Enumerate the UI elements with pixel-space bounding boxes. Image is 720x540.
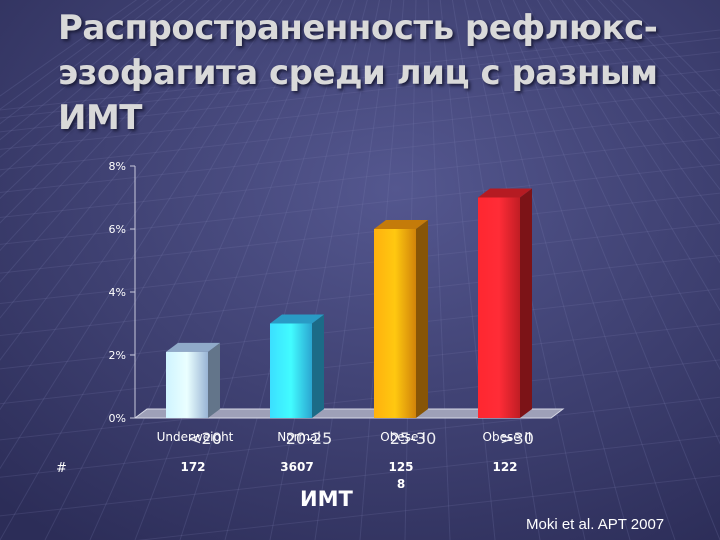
- bmi-range-label: 25-30: [390, 429, 437, 448]
- y-tick-label: 0%: [109, 412, 126, 425]
- grid-line: [0, 0, 271, 361]
- count-label: 122: [492, 460, 517, 474]
- bmi-range-label: 20-25: [286, 429, 333, 448]
- bar-top: [374, 220, 428, 229]
- slide-title: Распространенность рефлюкс-эзофагита сре…: [58, 8, 658, 138]
- bar-top: [166, 342, 220, 352]
- grid-line: [0, 0, 198, 178]
- grid-line: [0, 163, 720, 245]
- grid-line: [573, 0, 720, 191]
- grid-line: [0, 37, 720, 119]
- bmi-range-label: >30: [500, 429, 534, 448]
- y-tick-label: 2%: [109, 349, 126, 362]
- x-tick-label: Obese I: [380, 430, 425, 444]
- y-tick-label: 8%: [109, 160, 126, 173]
- grid-line: [0, 89, 720, 171]
- bar: [166, 351, 208, 418]
- bar: [478, 197, 520, 418]
- grid-line: [136, 475, 720, 540]
- grid-line: [488, 0, 676, 540]
- grid-line: [549, 0, 720, 264]
- bar-side: [416, 220, 428, 418]
- hash-mark: #: [56, 461, 67, 476]
- bar-side: [208, 342, 220, 418]
- x-tick-label: Obese II: [483, 430, 532, 444]
- grid-line: [536, 0, 720, 312]
- grid-line: [476, 0, 631, 540]
- grid-line: [0, 0, 259, 319]
- bar-side: [520, 188, 532, 418]
- grid-line: [44, 0, 320, 540]
- grid-line: [0, 112, 720, 194]
- grid-line: [0, 323, 720, 405]
- grid-line: [0, 137, 720, 218]
- y-tick-label: 6%: [109, 223, 126, 236]
- count-label: 172: [180, 460, 205, 474]
- grid-line: [500, 0, 720, 540]
- grid-line: [512, 0, 720, 445]
- grid-line: [0, 0, 247, 283]
- grid-line: [0, 68, 720, 150]
- grid-line: [0, 288, 720, 370]
- y-tick-label: 4%: [109, 286, 126, 299]
- bmi-range-label: <20: [188, 429, 222, 448]
- grid-line: [0, 435, 720, 517]
- x-tick-label: Underweight: [157, 430, 234, 444]
- grid-line: [0, 0, 223, 224]
- bar-top: [270, 314, 324, 324]
- grid-line: [0, 0, 283, 411]
- grid-line: [0, 254, 720, 336]
- bar: [374, 229, 416, 418]
- grid-line: [0, 0, 235, 252]
- grid-line: [0, 29, 720, 111]
- grid-line: [0, 0, 308, 540]
- count-label: 125 8: [388, 460, 413, 491]
- grid-line: [561, 0, 720, 224]
- count-label: 3607: [280, 460, 313, 474]
- grid-line: [464, 0, 586, 540]
- bar-top: [478, 188, 532, 198]
- citation: Moki et al. APT 2007: [526, 516, 665, 533]
- bar: [270, 323, 312, 418]
- grid-line: [524, 0, 720, 371]
- grid-line: [0, 359, 720, 441]
- grid-line: [0, 192, 720, 274]
- x-axis-title: ИМТ: [300, 487, 353, 511]
- grid-line: [0, 0, 210, 200]
- grid-line: [0, 223, 720, 305]
- bar-side: [312, 314, 324, 418]
- grid-line: [0, 51, 720, 133]
- grid-line: [0, 0, 295, 470]
- x-tick-label: Normal: [277, 430, 320, 444]
- grid-line: [0, 396, 720, 478]
